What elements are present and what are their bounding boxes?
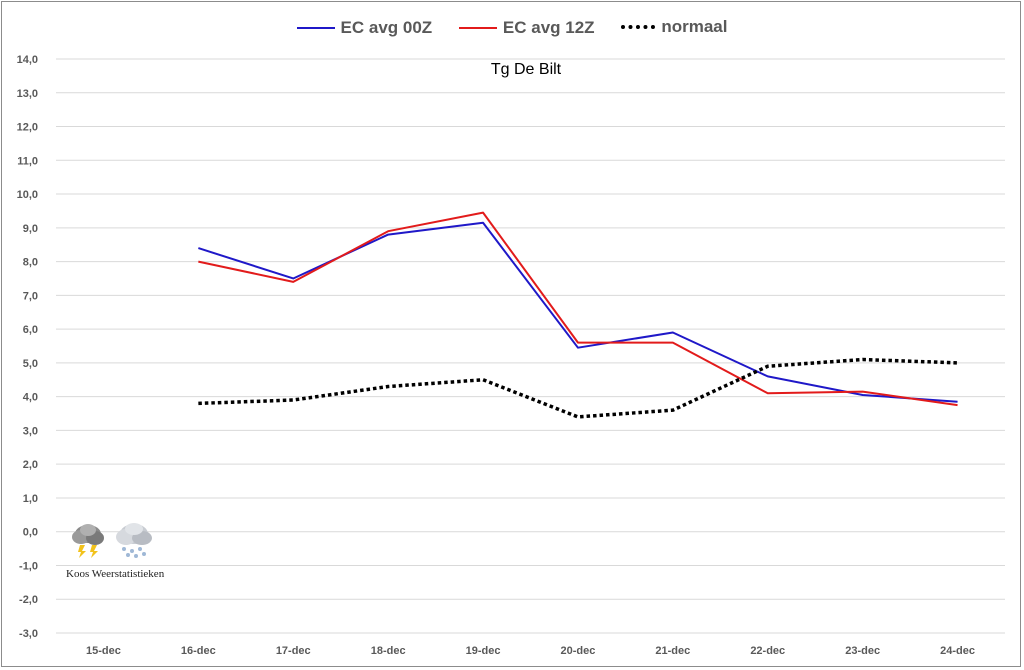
x-tick-label: 18-dec	[371, 645, 406, 657]
x-tick-label: 17-dec	[276, 645, 311, 657]
y-tick-label: 11,0	[17, 155, 38, 167]
thunderstorm-cloud-icon	[72, 524, 104, 558]
legend-label-ec-avg-12z: EC avg 12Z	[502, 18, 595, 37]
x-tick-label: 21-dec	[655, 645, 690, 657]
legend: EC avg 00Z EC avg 12Z normaal	[0, 14, 1024, 38]
y-tick-label: 5,0	[23, 358, 38, 370]
y-tick-label: 9,0	[23, 223, 38, 235]
series-line-ec-avg-00z	[198, 221, 958, 403]
y-tick-label: -2,0	[19, 594, 38, 606]
y-tick-label: -3,0	[19, 628, 38, 640]
y-tick-label: 13,0	[17, 88, 38, 100]
y-tick-label: 1,0	[23, 493, 38, 505]
x-tick-label: 15-dec	[86, 645, 121, 657]
legend-label-normaal: normaal	[661, 17, 728, 36]
y-tick-label: 8,0	[23, 257, 38, 269]
axis-tick-labels: 14,0 13,0 12,0 11,0 10,0 9,0 8,0 7,0 6,0 5,0 4,0 3,…	[17, 54, 975, 657]
y-tick-label: 7,0	[23, 290, 38, 302]
y-tick-label: 3,0	[23, 425, 38, 437]
gridlines	[56, 58, 1005, 634]
watermark: Koos Weerstatistieken	[64, 518, 174, 580]
y-tick-label: 0,0	[23, 527, 38, 539]
x-tick-label: 23-dec	[845, 645, 880, 657]
y-tick-label: 4,0	[23, 392, 38, 404]
y-tick-label: -1,0	[19, 560, 38, 572]
series-line-ec-avg-12z	[198, 211, 958, 407]
legend-item-normaal: normaal	[621, 17, 727, 37]
y-tick-label: 10,0	[17, 189, 38, 201]
legend-swatch-ec-avg-00z	[296, 27, 335, 29]
watermark-text: Koos Weerstatistieken	[66, 568, 165, 580]
x-tick-label: 20-dec	[561, 645, 596, 657]
snow-cloud-icon	[116, 523, 152, 558]
legend-label-ec-avg-00z: EC avg 00Z	[340, 18, 433, 37]
x-tick-label: 19-dec	[466, 645, 501, 657]
x-tick-label: 22-dec	[750, 645, 785, 657]
series-line-normaal	[198, 357, 958, 419]
y-tick-label: 12,0	[17, 122, 38, 134]
legend-item-ec-avg-12z: EC avg 12Z	[458, 18, 595, 38]
y-tick-label: 6,0	[23, 324, 38, 336]
x-tick-label: 24-dec	[940, 645, 975, 657]
chart-title: Tg De Bilt	[490, 61, 562, 78]
x-tick-label: 16-dec	[181, 645, 216, 657]
y-tick-label: 14,0	[17, 54, 38, 66]
legend-swatch-ec-avg-12z	[458, 27, 497, 29]
legend-item-ec-avg-00z: EC avg 00Z	[296, 18, 433, 38]
series-lines	[198, 211, 958, 419]
legend-swatch-normaal	[621, 25, 656, 29]
y-tick-label: 2,0	[23, 459, 38, 471]
